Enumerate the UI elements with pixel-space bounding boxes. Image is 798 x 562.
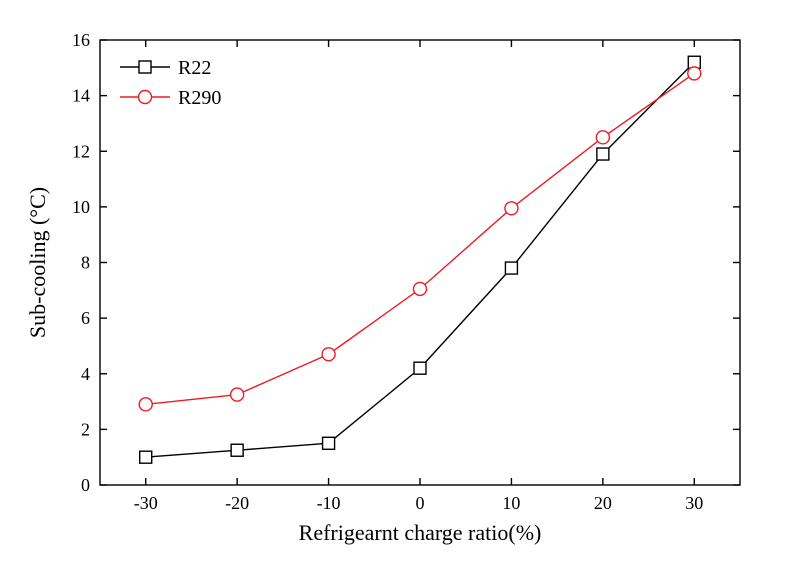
chart-svg: -30 -20 -10 0 10 20 30 0 2 4 6 8 10 12 14 16 Refrigearnt… (0, 0, 798, 562)
marker-square-R22 (414, 362, 426, 374)
ytick-label: 2 (81, 419, 90, 439)
xtick-label: -10 (317, 493, 341, 513)
xtick-label: -20 (225, 493, 249, 513)
ytick-label: 14 (72, 86, 90, 106)
marker-square-R22 (505, 262, 517, 274)
y-axis-label: Sub-cooling (°C) (25, 187, 50, 338)
ytick-label: 6 (81, 308, 90, 328)
legend-marker-R22 (139, 61, 151, 73)
marker-square-R22 (323, 437, 335, 449)
chart-container: -30 -20 -10 0 10 20 30 0 2 4 6 8 10 12 14 16 Refrigearnt… (0, 0, 798, 562)
marker-square-R22 (231, 444, 243, 456)
xtick-label: 0 (416, 493, 425, 513)
marker-circle-R290 (322, 348, 335, 361)
marker-square-R22 (140, 451, 152, 463)
ytick-label: 16 (72, 30, 90, 50)
marker-circle-R290 (139, 398, 152, 411)
xtick-label: 20 (594, 493, 612, 513)
marker-circle-R290 (414, 282, 427, 295)
ytick-label: 10 (72, 197, 90, 217)
ytick-label: 12 (72, 141, 90, 161)
marker-circle-R290 (688, 67, 701, 80)
xtick-label: 10 (502, 493, 520, 513)
ytick-label: 0 (81, 475, 90, 495)
legend-marker-R290 (139, 91, 152, 104)
marker-circle-R290 (505, 202, 518, 215)
marker-circle-R290 (596, 131, 609, 144)
ytick-label: 8 (81, 253, 90, 273)
x-axis-label: Refrigearnt charge ratio(%) (299, 520, 542, 545)
xtick-label: -30 (134, 493, 158, 513)
marker-circle-R290 (231, 388, 244, 401)
ytick-label: 4 (81, 364, 90, 384)
xtick-label: 30 (685, 493, 703, 513)
legend-label-R22: R22 (178, 57, 211, 79)
legend-label-R290: R290 (178, 87, 221, 109)
marker-square-R22 (597, 148, 609, 160)
